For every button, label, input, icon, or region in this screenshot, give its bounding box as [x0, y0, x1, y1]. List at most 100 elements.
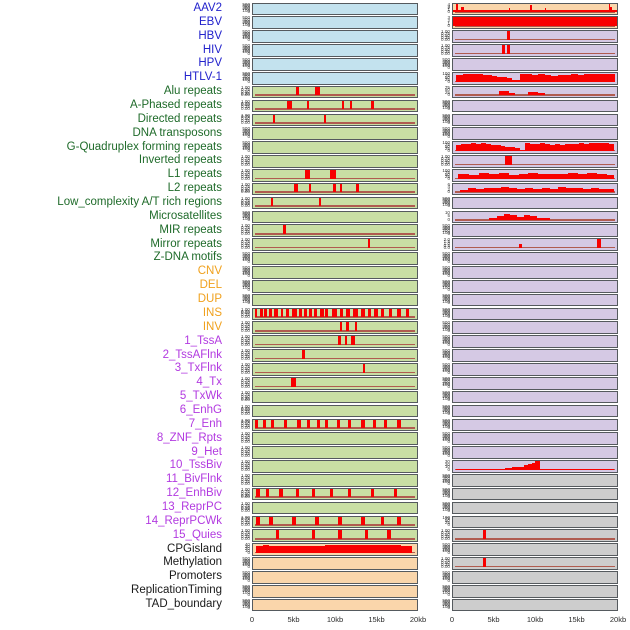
track-right-mirror-repeats[interactable] [452, 238, 618, 251]
track-left-ins[interactable] [252, 307, 418, 321]
track-left-inv[interactable] [252, 321, 418, 335]
track-left-8-znf-rpts[interactable] [252, 432, 418, 446]
track-right-methylation[interactable] [452, 557, 618, 570]
track-right-l2-repeats[interactable] [452, 182, 618, 196]
track-left-methylation[interactable] [252, 557, 418, 570]
track-left-3-txflnk[interactable] [252, 363, 418, 376]
track-right-6-enhg[interactable] [452, 404, 618, 418]
track-right-7-enh[interactable] [452, 418, 618, 432]
track-left-aav2[interactable] [252, 2, 418, 16]
track-right-directed-repeats[interactable] [452, 113, 618, 127]
track-left-cpgisland[interactable] [252, 543, 418, 556]
track-right-cpgisland[interactable] [452, 543, 618, 556]
track-right-l1-repeats[interactable] [452, 168, 618, 182]
track-label-dna-transposons[interactable]: DNA transposons [132, 126, 223, 139]
track-right-13-reprpc[interactable] [452, 501, 618, 515]
track-left-htlv-1[interactable] [252, 71, 418, 85]
track-right-low-complexity-a-t-rich-regions[interactable] [452, 196, 618, 210]
track-label-3-txflnk[interactable]: 3_TxFlnk [174, 362, 222, 375]
track-right-del[interactable] [452, 279, 618, 293]
track-label-15-quies[interactable]: 15_Quies [172, 528, 222, 541]
track-label-9-het[interactable]: 9_Het [191, 445, 222, 458]
track-left-10-tssbiv[interactable] [252, 460, 418, 473]
track-left-inverted-repeats[interactable] [252, 155, 418, 168]
track-right-3-txflnk[interactable] [452, 363, 618, 376]
track-label-hbv[interactable]: HBV [198, 29, 222, 42]
track-left-tad-boundary[interactable] [252, 598, 418, 612]
track-right-inv[interactable] [452, 321, 618, 335]
track-left-del[interactable] [252, 279, 418, 293]
track-right-8-znf-rpts[interactable] [452, 432, 618, 446]
track-left-dup[interactable] [252, 293, 418, 307]
track-left-g-quadruplex-forming-repeats[interactable] [252, 141, 418, 154]
track-right-replicationtiming[interactable] [452, 584, 618, 598]
track-label-10-tssbiv[interactable]: 10_TssBiv [169, 459, 222, 472]
track-right-tad-boundary[interactable] [452, 598, 618, 612]
track-right-14-reprpcwk[interactable] [452, 515, 618, 529]
track-right-htlv-1[interactable] [452, 71, 618, 85]
track-label-directed-repeats[interactable]: Directed repeats [137, 112, 222, 125]
track-left-1-tssa[interactable] [252, 335, 418, 348]
track-right-g-quadruplex-forming-repeats[interactable] [452, 141, 618, 154]
track-left-11-bivflnk[interactable] [252, 473, 418, 487]
track-left-mir-repeats[interactable] [252, 224, 418, 238]
track-label-inv[interactable]: INV [202, 320, 222, 333]
track-left-mirror-repeats[interactable] [252, 238, 418, 251]
track-right-12-enhbiv[interactable] [452, 487, 618, 501]
track-label-2-tssaflnk[interactable]: 2_TssAFlnk [162, 348, 222, 361]
track-label-cpgisland[interactable]: CPGisland [167, 542, 222, 555]
track-label-del[interactable]: DEL [199, 279, 222, 292]
track-label-11-bivflnk[interactable]: 11_BivFlnk [165, 473, 222, 486]
track-right-dna-transposons[interactable] [452, 127, 618, 141]
track-right-aav2[interactable] [452, 2, 618, 16]
track-label-6-enhg[interactable]: 6_EnhG [179, 403, 222, 416]
track-right-hpv[interactable] [452, 58, 618, 71]
track-label-ins[interactable]: INS [202, 306, 222, 319]
track-label-microsatellites[interactable]: Microsatellites [149, 209, 222, 222]
track-label-g-quadruplex-forming-repeats[interactable]: G-Quadruplex forming repeats [66, 140, 222, 153]
track-label-methylation[interactable]: Methylation [163, 556, 222, 569]
track-left-z-dna-motifs[interactable] [252, 252, 418, 265]
track-left-6-enhg[interactable] [252, 404, 418, 418]
track-right-hiv[interactable] [452, 44, 618, 57]
track-label-12-enhbiv[interactable]: 12_EnhBiv [166, 487, 222, 500]
track-left-low-complexity-a-t-rich-regions[interactable] [252, 196, 418, 210]
track-label-htlv-1[interactable]: HTLV-1 [183, 71, 222, 84]
track-left-directed-repeats[interactable] [252, 113, 418, 127]
track-right-10-tssbiv[interactable] [452, 460, 618, 473]
track-label-cnv[interactable]: CNV [197, 265, 222, 278]
track-left-l1-repeats[interactable] [252, 168, 418, 182]
track-label-hiv[interactable]: HIV [202, 43, 222, 56]
track-left-2-tssaflnk[interactable] [252, 349, 418, 362]
track-label-ebv[interactable]: EBV [198, 15, 222, 28]
track-label-mirror-repeats[interactable]: Mirror repeats [150, 237, 222, 250]
track-right-z-dna-motifs[interactable] [452, 252, 618, 265]
track-left-ebv[interactable] [252, 16, 418, 30]
track-label-l1-repeats[interactable]: L1 repeats [167, 168, 222, 181]
track-left-promoters[interactable] [252, 571, 418, 584]
track-right-9-het[interactable] [452, 446, 618, 459]
track-label-replicationtiming[interactable]: ReplicationTiming [131, 584, 222, 597]
track-left-a-phased-repeats[interactable] [252, 99, 418, 113]
track-label-promoters[interactable]: Promoters [168, 570, 222, 583]
track-label-z-dna-motifs[interactable]: Z-DNA motifs [153, 251, 222, 264]
track-label-hpv[interactable]: HPV [198, 57, 222, 70]
track-left-14-reprpcwk[interactable] [252, 515, 418, 529]
track-right-promoters[interactable] [452, 571, 618, 584]
track-right-4-tx[interactable] [452, 376, 618, 390]
track-left-hpv[interactable] [252, 58, 418, 71]
track-label-l2-repeats[interactable]: L2 repeats [167, 182, 222, 195]
track-right-a-phased-repeats[interactable] [452, 99, 618, 113]
track-right-hbv[interactable] [452, 30, 618, 43]
track-label-a-phased-repeats[interactable]: A-Phased repeats [129, 98, 222, 111]
track-right-15-quies[interactable] [452, 529, 618, 543]
track-right-5-txwk[interactable] [452, 390, 618, 404]
track-label-13-reprpc[interactable]: 13_ReprPC [161, 501, 222, 514]
track-left-4-tx[interactable] [252, 376, 418, 390]
track-right-ebv[interactable] [452, 16, 618, 30]
track-right-inverted-repeats[interactable] [452, 155, 618, 168]
track-left-microsatellites[interactable] [252, 210, 418, 224]
track-right-microsatellites[interactable] [452, 210, 618, 224]
track-right-alu-repeats[interactable] [452, 85, 618, 99]
track-right-2-tssaflnk[interactable] [452, 349, 618, 362]
